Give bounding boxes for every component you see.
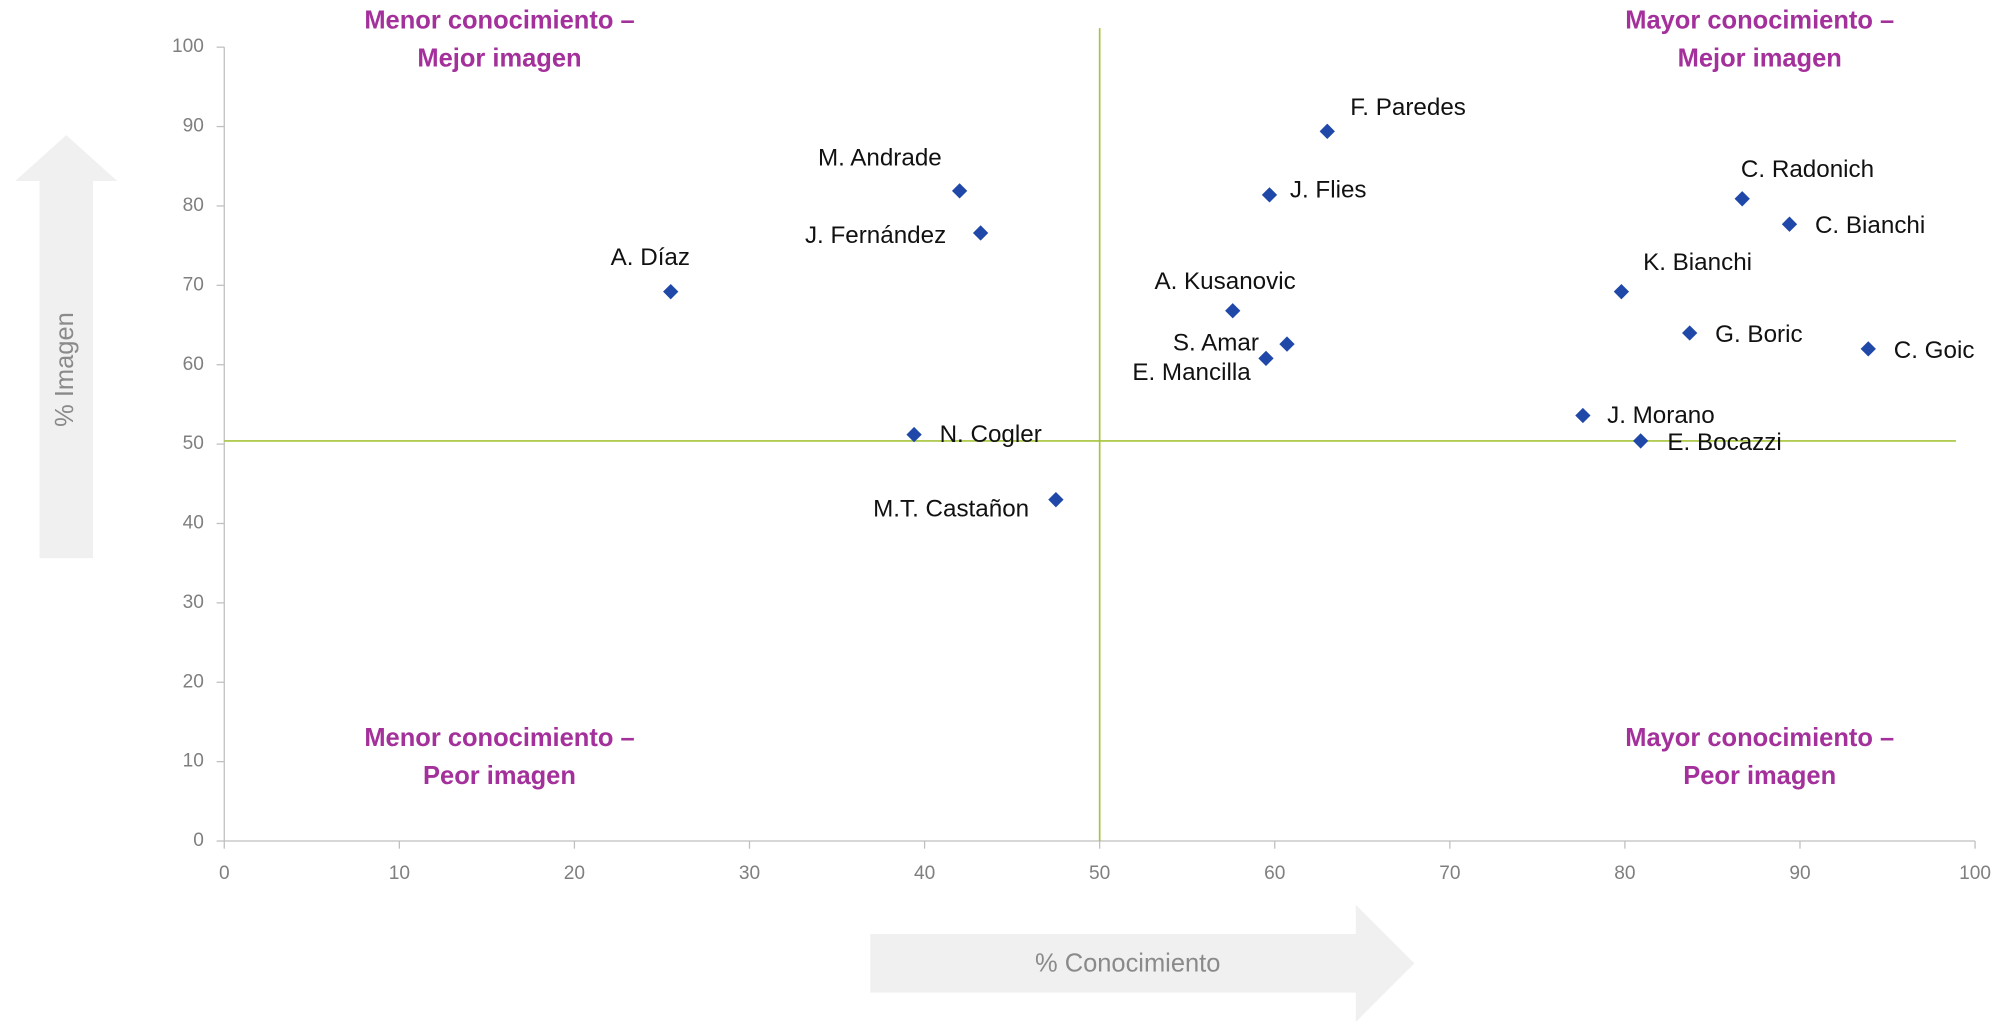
point (1613, 284, 1630, 300)
y-tick-label: 70 (183, 274, 204, 295)
x-tick-label: 100 (1959, 863, 1991, 884)
point-label: N. Cogler (940, 421, 1042, 448)
point (1279, 336, 1295, 352)
point (1575, 407, 1591, 424)
point (951, 183, 968, 199)
y-tick-label: 100 (172, 36, 204, 57)
point (1633, 433, 1649, 449)
x-axis-label: % Conocimiento (1035, 949, 1220, 977)
x-tick-label: 70 (1439, 863, 1460, 884)
quadrant-label: Mayor conocimiento – (1625, 6, 1894, 34)
point-label: S. Amar (1173, 329, 1259, 356)
x-tick-label: 0 (219, 863, 230, 884)
point-label: M.T. Castañon (873, 495, 1029, 522)
quadrant-label: Menor conocimiento – (364, 6, 634, 34)
x-tick-label: 90 (1789, 863, 1810, 884)
quadrant-label: Mejor imagen (1678, 45, 1842, 73)
quadrant-label: Menor conocimiento – (364, 724, 634, 752)
point-label: E. Mancilla (1132, 359, 1251, 386)
x-tick-label: 20 (564, 863, 585, 884)
point (1682, 325, 1698, 341)
point-label: J. Fernández (805, 222, 946, 249)
point-label: M. Andrade (818, 144, 942, 171)
point-label: F. Paredes (1350, 94, 1466, 121)
point-label: C. Goic (1894, 337, 1975, 364)
x-tick-label: 30 (739, 863, 760, 884)
point-label: C. Bianchi (1815, 212, 1925, 239)
y-axis-label: % Imagen (51, 312, 79, 427)
point (1048, 492, 1064, 508)
y-tick-label: 30 (183, 592, 204, 613)
quadrant-label: Peor imagen (423, 762, 576, 790)
point (1225, 303, 1241, 319)
point (1781, 216, 1798, 232)
point-label: J. Flies (1290, 176, 1367, 203)
x-tick-label: 80 (1614, 863, 1635, 884)
point-label: K. Bianchi (1643, 249, 1752, 276)
quadrant-label: Peor imagen (1683, 762, 1836, 790)
x-tick-label: 60 (1264, 863, 1285, 884)
point (1319, 123, 1335, 139)
y-tick-label: 0 (193, 830, 204, 851)
point (906, 426, 922, 443)
x-tick-label: 40 (914, 863, 935, 884)
point-label: C. Radonich (1741, 156, 1874, 183)
y-tick-label: 10 (183, 751, 204, 772)
point-label: A. Díaz (611, 244, 690, 271)
point (1734, 191, 1750, 207)
quadrant-label: Mejor imagen (417, 45, 581, 73)
point (663, 284, 679, 300)
point (1261, 187, 1278, 203)
y-tick-label: 20 (183, 671, 204, 692)
point-label: J. Morano (1607, 402, 1715, 429)
y-tick-label: 40 (183, 513, 204, 534)
y-tick-label: 90 (183, 116, 204, 137)
point-label: E. Bocazzi (1667, 429, 1781, 456)
x-tick-label: 10 (389, 863, 410, 884)
x-tick-label: 50 (1089, 863, 1110, 884)
y-tick-label: 60 (183, 354, 204, 375)
point (972, 225, 989, 241)
point (1258, 350, 1274, 367)
y-arrow (15, 135, 118, 559)
point-label: A. Kusanovic (1154, 268, 1295, 295)
y-tick-label: 50 (183, 433, 204, 454)
point (1860, 341, 1876, 357)
y-tick-label: 80 (183, 195, 204, 216)
quadrant-label: Mayor conocimiento – (1625, 724, 1894, 752)
point-label: G. Boric (1715, 321, 1802, 348)
